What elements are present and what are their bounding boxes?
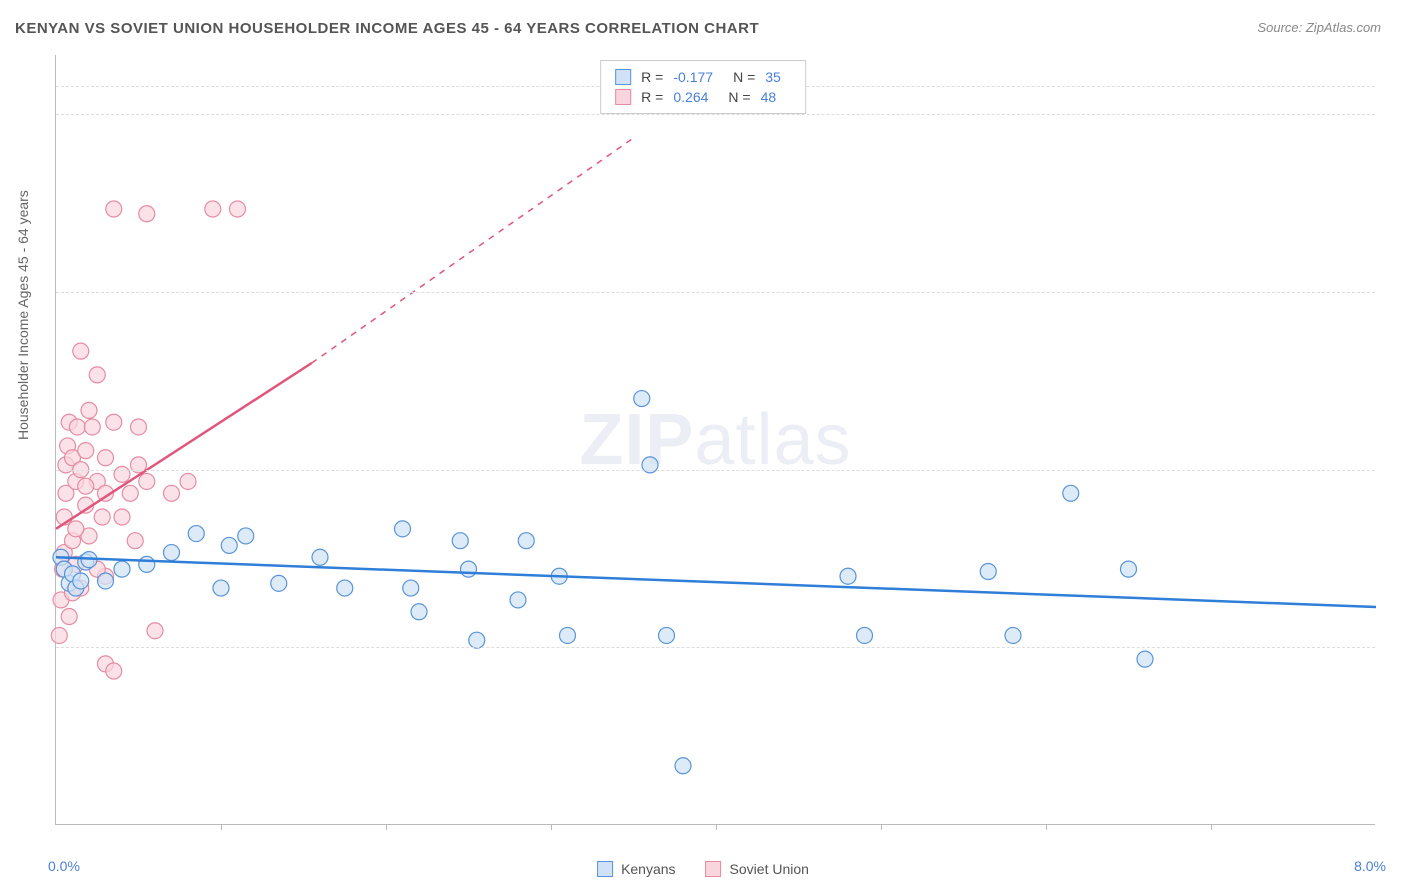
- stats-n-label: N =: [728, 89, 750, 105]
- chart-title: KENYAN VS SOVIET UNION HOUSEHOLDER INCOM…: [15, 20, 759, 37]
- legend-swatch: [615, 69, 631, 85]
- legend-item: Kenyans: [597, 861, 675, 877]
- y-tick-label: $150,000: [1385, 462, 1406, 478]
- stats-n-label: N =: [733, 69, 755, 85]
- legend-swatch: [706, 861, 722, 877]
- legend-swatch: [615, 89, 631, 105]
- legend-label: Soviet Union: [730, 861, 809, 877]
- stats-r-value: 0.264: [673, 89, 708, 105]
- y-tick-label: $75,000: [1385, 639, 1406, 655]
- legend-item: Soviet Union: [706, 861, 809, 877]
- stats-r-value: -0.177: [673, 69, 713, 85]
- legend-label: Kenyans: [621, 861, 675, 877]
- stats-n-value: 35: [765, 69, 781, 85]
- stats-row: R = -0.177 N = 35: [615, 67, 791, 87]
- bottom-legend: Kenyans Soviet Union: [597, 861, 809, 877]
- stats-box: R = -0.177 N = 35 R = 0.264 N = 48: [600, 60, 806, 114]
- stats-r-label: R =: [641, 69, 663, 85]
- x-axis-start-label: 0.0%: [48, 858, 80, 874]
- plot-svg: [56, 55, 1375, 824]
- y-axis-label: Householder Income Ages 45 - 64 years: [15, 190, 31, 440]
- y-tick-label: $225,000: [1385, 284, 1406, 300]
- stats-row: R = 0.264 N = 48: [615, 87, 791, 107]
- legend-swatch: [597, 861, 613, 877]
- stats-n-value: 48: [761, 89, 777, 105]
- plot-area: ZIPatlas $75,000$150,000$225,000$300,000: [55, 55, 1375, 825]
- x-axis-end-label: 8.0%: [1354, 858, 1386, 874]
- y-tick-label: $300,000: [1385, 106, 1406, 122]
- source-label: Source: ZipAtlas.com: [1257, 20, 1381, 35]
- stats-r-label: R =: [641, 89, 663, 105]
